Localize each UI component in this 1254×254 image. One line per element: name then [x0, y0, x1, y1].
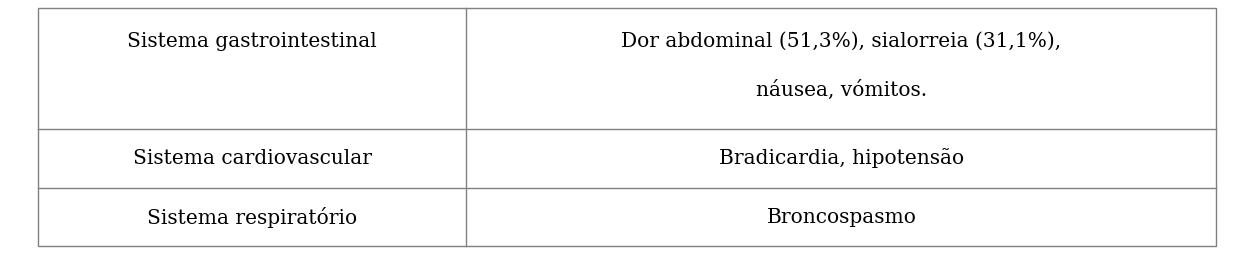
Text: Sistema cardiovascular: Sistema cardiovascular	[133, 149, 371, 168]
Text: náusea, vómitos.: náusea, vómitos.	[756, 80, 927, 100]
Text: Sistema respiratório: Sistema respiratório	[147, 207, 357, 228]
Text: Bradicardia, hipotensão: Bradicardia, hipotensão	[719, 148, 964, 168]
Text: Dor abdominal (51,3%), sialorreia (31,1%),: Dor abdominal (51,3%), sialorreia (31,1%…	[622, 32, 1061, 51]
Text: Sistema gastrointestinal: Sistema gastrointestinal	[127, 32, 377, 51]
Text: Broncospasmo: Broncospasmo	[766, 208, 917, 227]
